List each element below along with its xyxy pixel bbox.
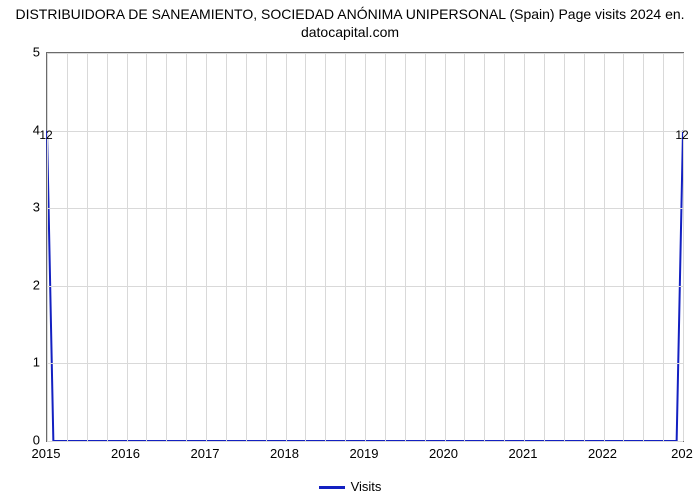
y-tick-label: 1 — [6, 355, 40, 370]
gridline-v — [286, 53, 287, 441]
x-tick-label: 2022 — [588, 446, 617, 461]
plot-area — [46, 52, 684, 442]
gridline-v-minor — [87, 53, 88, 441]
gridline-v-minor — [663, 53, 664, 441]
gridline-v-minor — [166, 53, 167, 441]
gridline-v-minor — [305, 53, 306, 441]
gridline-v-minor — [464, 53, 465, 441]
gridline-v-minor — [544, 53, 545, 441]
title-line2: datocapital.com — [301, 24, 399, 40]
gridline-v — [206, 53, 207, 441]
gridline-v-minor — [325, 53, 326, 441]
gridline-v-minor — [107, 53, 108, 441]
gridline-v-minor — [385, 53, 386, 441]
gridline-v-minor — [345, 53, 346, 441]
chart-title: DISTRIBUIDORA DE SANEAMIENTO, SOCIEDAD A… — [0, 6, 700, 41]
point-label: 12 — [39, 128, 52, 142]
gridline-v — [683, 53, 684, 441]
gridline-v — [47, 53, 48, 441]
gridline-v-minor — [405, 53, 406, 441]
gridline-v — [604, 53, 605, 441]
legend-swatch — [319, 486, 345, 489]
x-tick-label: 2017 — [191, 446, 220, 461]
gridline-v-minor — [266, 53, 267, 441]
gridline-v-minor — [623, 53, 624, 441]
x-tick-label: 2016 — [111, 446, 140, 461]
y-tick-label: 3 — [6, 200, 40, 215]
gridline-v-minor — [425, 53, 426, 441]
legend: Visits — [0, 479, 700, 494]
y-tick-label: 5 — [6, 45, 40, 60]
gridline-v — [524, 53, 525, 441]
x-tick-label: 2015 — [32, 446, 61, 461]
gridline-v — [445, 53, 446, 441]
x-tick-label: 2019 — [350, 446, 379, 461]
gridline-v-minor — [146, 53, 147, 441]
gridline-h — [47, 441, 683, 442]
gridline-v-minor — [484, 53, 485, 441]
legend-label: Visits — [351, 479, 382, 494]
gridline-v-minor — [246, 53, 247, 441]
y-tick-label: 2 — [6, 277, 40, 292]
gridline-v-minor — [584, 53, 585, 441]
gridline-v — [127, 53, 128, 441]
point-label: 12 — [675, 128, 688, 142]
title-line1: DISTRIBUIDORA DE SANEAMIENTO, SOCIEDAD A… — [15, 6, 684, 22]
gridline-v — [365, 53, 366, 441]
x-tick-label: 2018 — [270, 446, 299, 461]
x-tick-label: 2020 — [429, 446, 458, 461]
gridline-v-minor — [643, 53, 644, 441]
gridline-v-minor — [504, 53, 505, 441]
gridline-v-minor — [67, 53, 68, 441]
gridline-v-minor — [226, 53, 227, 441]
x-tick-label: 202 — [671, 446, 693, 461]
gridline-v-minor — [564, 53, 565, 441]
x-tick-label: 2021 — [509, 446, 538, 461]
y-tick-label: 4 — [6, 122, 40, 137]
gridline-v-minor — [186, 53, 187, 441]
